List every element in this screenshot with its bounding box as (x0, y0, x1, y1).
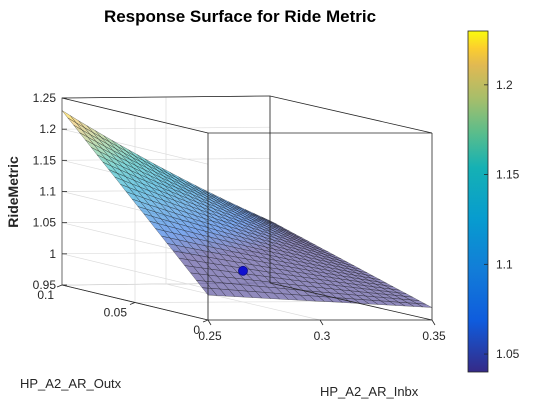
box-edge (269, 95, 433, 134)
z-tick-label: 1.15 (33, 153, 57, 167)
box-edge (61, 95, 271, 99)
data-point-marker (238, 265, 248, 276)
y-tick-mark (56, 284, 63, 288)
z-tick-label: 1.25 (33, 91, 57, 105)
y-tick-label: 0 (193, 323, 200, 337)
response-surface (61, 110, 433, 308)
surface-face (416, 303, 433, 308)
y-tick-mark (202, 319, 209, 323)
x-axis-label: HP_A2_AR_Inbx (320, 384, 419, 399)
x-tick-label: 0.3 (314, 329, 331, 343)
z-axis-label: RideMetric (5, 156, 21, 228)
colorbar-tick-label: 1.05 (496, 347, 520, 361)
chart-title: Response Surface for Ride Metric (104, 7, 376, 26)
x-tick-mark (431, 319, 436, 326)
colorbar-tick-label: 1.1 (496, 257, 513, 271)
box-edge (269, 282, 433, 321)
y-tick-label: 0.05 (104, 306, 128, 320)
x-tick-mark (319, 319, 324, 326)
y-tick-mark (129, 302, 136, 305)
z-tick-label: 1.2 (39, 122, 56, 136)
z-tick-label: 1.05 (33, 216, 57, 230)
y-tick-label: 0.1 (37, 288, 54, 302)
box-edge (61, 97, 209, 134)
x-tick-label: 0.25 (198, 329, 222, 343)
colorbar-tick-label: 1.2 (496, 78, 513, 92)
axis-ticks: 0.95 1 1.05 1.1 1.15 1.2 1.25 0 0.05 0.1 0.25 0.3 0.… (33, 91, 446, 343)
z-tick-label: 1.1 (39, 185, 56, 199)
colorbar-tick-label: 1.15 (496, 168, 520, 182)
x-tick-mark (207, 319, 212, 326)
colorbar: 11.051.11.151.2 (467, 30, 520, 373)
x-tick-label: 0.35 (422, 329, 446, 343)
z-tick-label: 0.95 (33, 278, 57, 292)
colorbar-gradient (467, 30, 489, 373)
z-tick-label: 1 (49, 247, 56, 261)
y-axis-label: HP_A2_AR_Outx (20, 376, 122, 391)
